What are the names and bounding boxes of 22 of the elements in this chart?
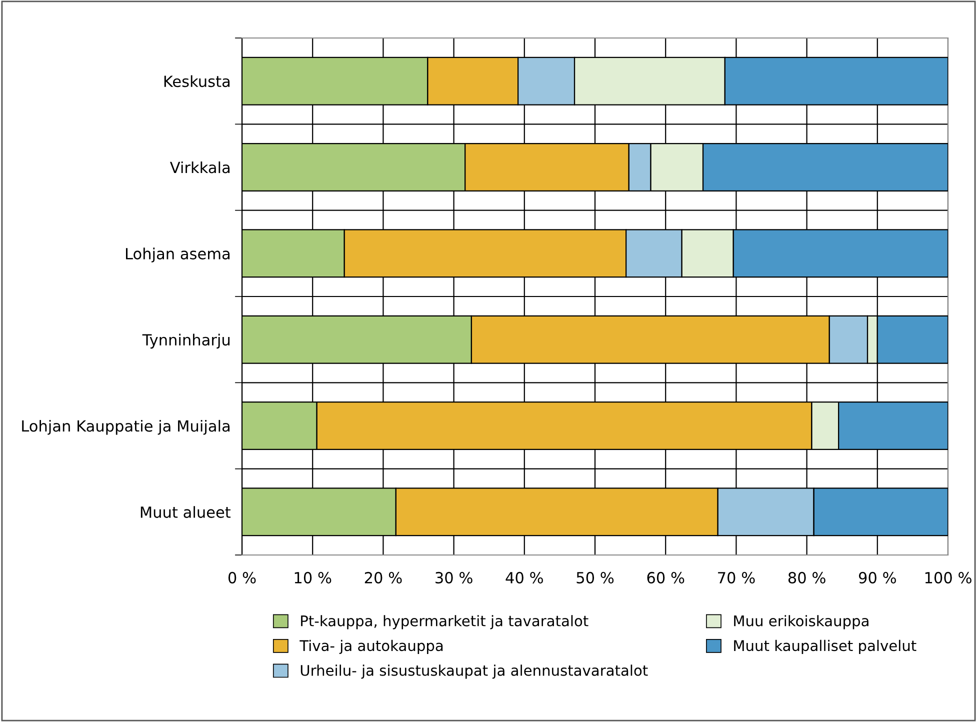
- y-tick-label: Keskusta: [164, 75, 230, 88]
- x-tick-label: 100 %: [925, 572, 972, 584]
- x-tick-label: 90 %: [858, 572, 896, 584]
- y-tick-label: Muut alueet: [140, 506, 231, 518]
- legend-label: Urheilu- ja sisustuskaupat ja alennustavaratalot: [300, 664, 648, 679]
- x-tick-label: 10 %: [294, 572, 332, 584]
- x-tick-label: 30 %: [436, 572, 472, 584]
- y-tick-label: Lohjan asema: [126, 248, 230, 262]
- x-tick-label: 50 %: [576, 572, 614, 584]
- y-tick-label: Lohjan Kauppatie ja Muijala: [22, 420, 230, 435]
- y-tick-label: Tynninharju: [142, 334, 230, 349]
- y-tick-label: Virkkala: [170, 161, 230, 174]
- x-tick-label: 20 %: [364, 572, 402, 584]
- legend-label: Muut kaupalliset palvelut: [734, 640, 916, 654]
- x-tick-label: 80 %: [788, 572, 826, 584]
- legend-label: Pt-kauppa, hypermarketit ja tavaratalot: [301, 615, 588, 630]
- legend-label: Tiva- ja autokauppa: [300, 640, 443, 654]
- x-tick-label: 40 %: [506, 572, 543, 584]
- legend-label: Muu erikoiskauppa: [734, 615, 868, 630]
- x-tick-label: 0 %: [228, 572, 256, 584]
- x-tick-label: 60 %: [647, 572, 684, 584]
- x-tick-label: 70 %: [718, 572, 755, 584]
